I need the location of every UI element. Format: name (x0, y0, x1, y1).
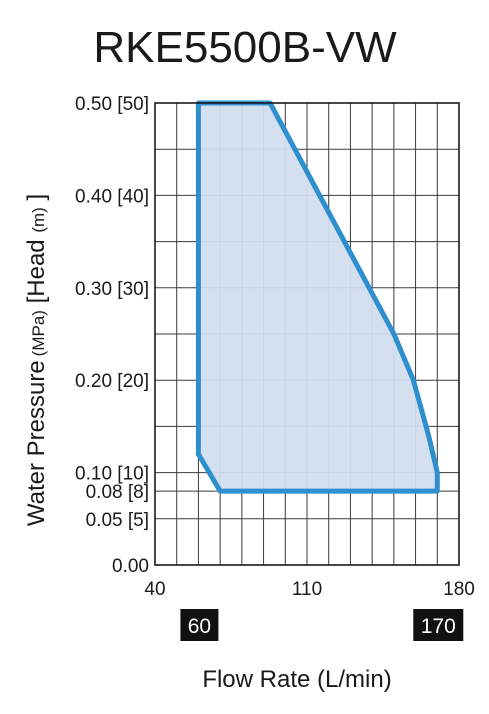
y-axis-label-unit1: (MPa) (29, 310, 48, 356)
y-tick-label: 0.50 [50] (75, 94, 149, 115)
y-tick-label: 0.08 [8] (86, 482, 149, 503)
y-tick-label: 0.40 [40] (75, 186, 149, 207)
y-axis-label: Water Pressure (MPa) [Head (m) ] (23, 194, 50, 526)
plot-border (154, 102, 460, 566)
y-tick-label: 0.30 [30] (75, 279, 149, 300)
x-tick-label: 110 (292, 579, 322, 600)
plot-frame (154, 102, 460, 566)
y-axis-label-mid: [Head (23, 233, 50, 310)
x-axis-label: Flow Rate (L/min) (202, 666, 391, 693)
x-badge-label: 170 (421, 615, 456, 638)
x-badge-label: 60 (188, 615, 211, 638)
data-area (195, 100, 440, 494)
x-tick-label: 40 (144, 579, 165, 600)
y-tick-label: 0.00 (112, 556, 149, 577)
operating-range-area (195, 100, 440, 494)
y-axis-label-unit2: (m) (29, 207, 48, 232)
y-axis-label-end: ] (23, 194, 50, 207)
x-badge-box (180, 609, 219, 641)
y-tick-label: 0.20 [20] (75, 371, 149, 392)
y-tick-labels: 0.00 0.05 [5] 0.08 [8]0.10 [10] 0.20 [20] 0.… (75, 94, 149, 577)
y-axis-label-main: Water Pressure (23, 360, 50, 526)
x-tick-label: 180 (443, 579, 475, 600)
y-tick-label: 0.10 [10] (75, 464, 149, 485)
x-badges: 60 170 (180, 609, 464, 641)
chart-title: RKE5500B-VW (93, 23, 397, 72)
x-badge-box (413, 609, 464, 641)
x-tick-labels: 40 110 180 (144, 579, 474, 600)
y-tick-label: 0.05 [5] (86, 510, 149, 531)
